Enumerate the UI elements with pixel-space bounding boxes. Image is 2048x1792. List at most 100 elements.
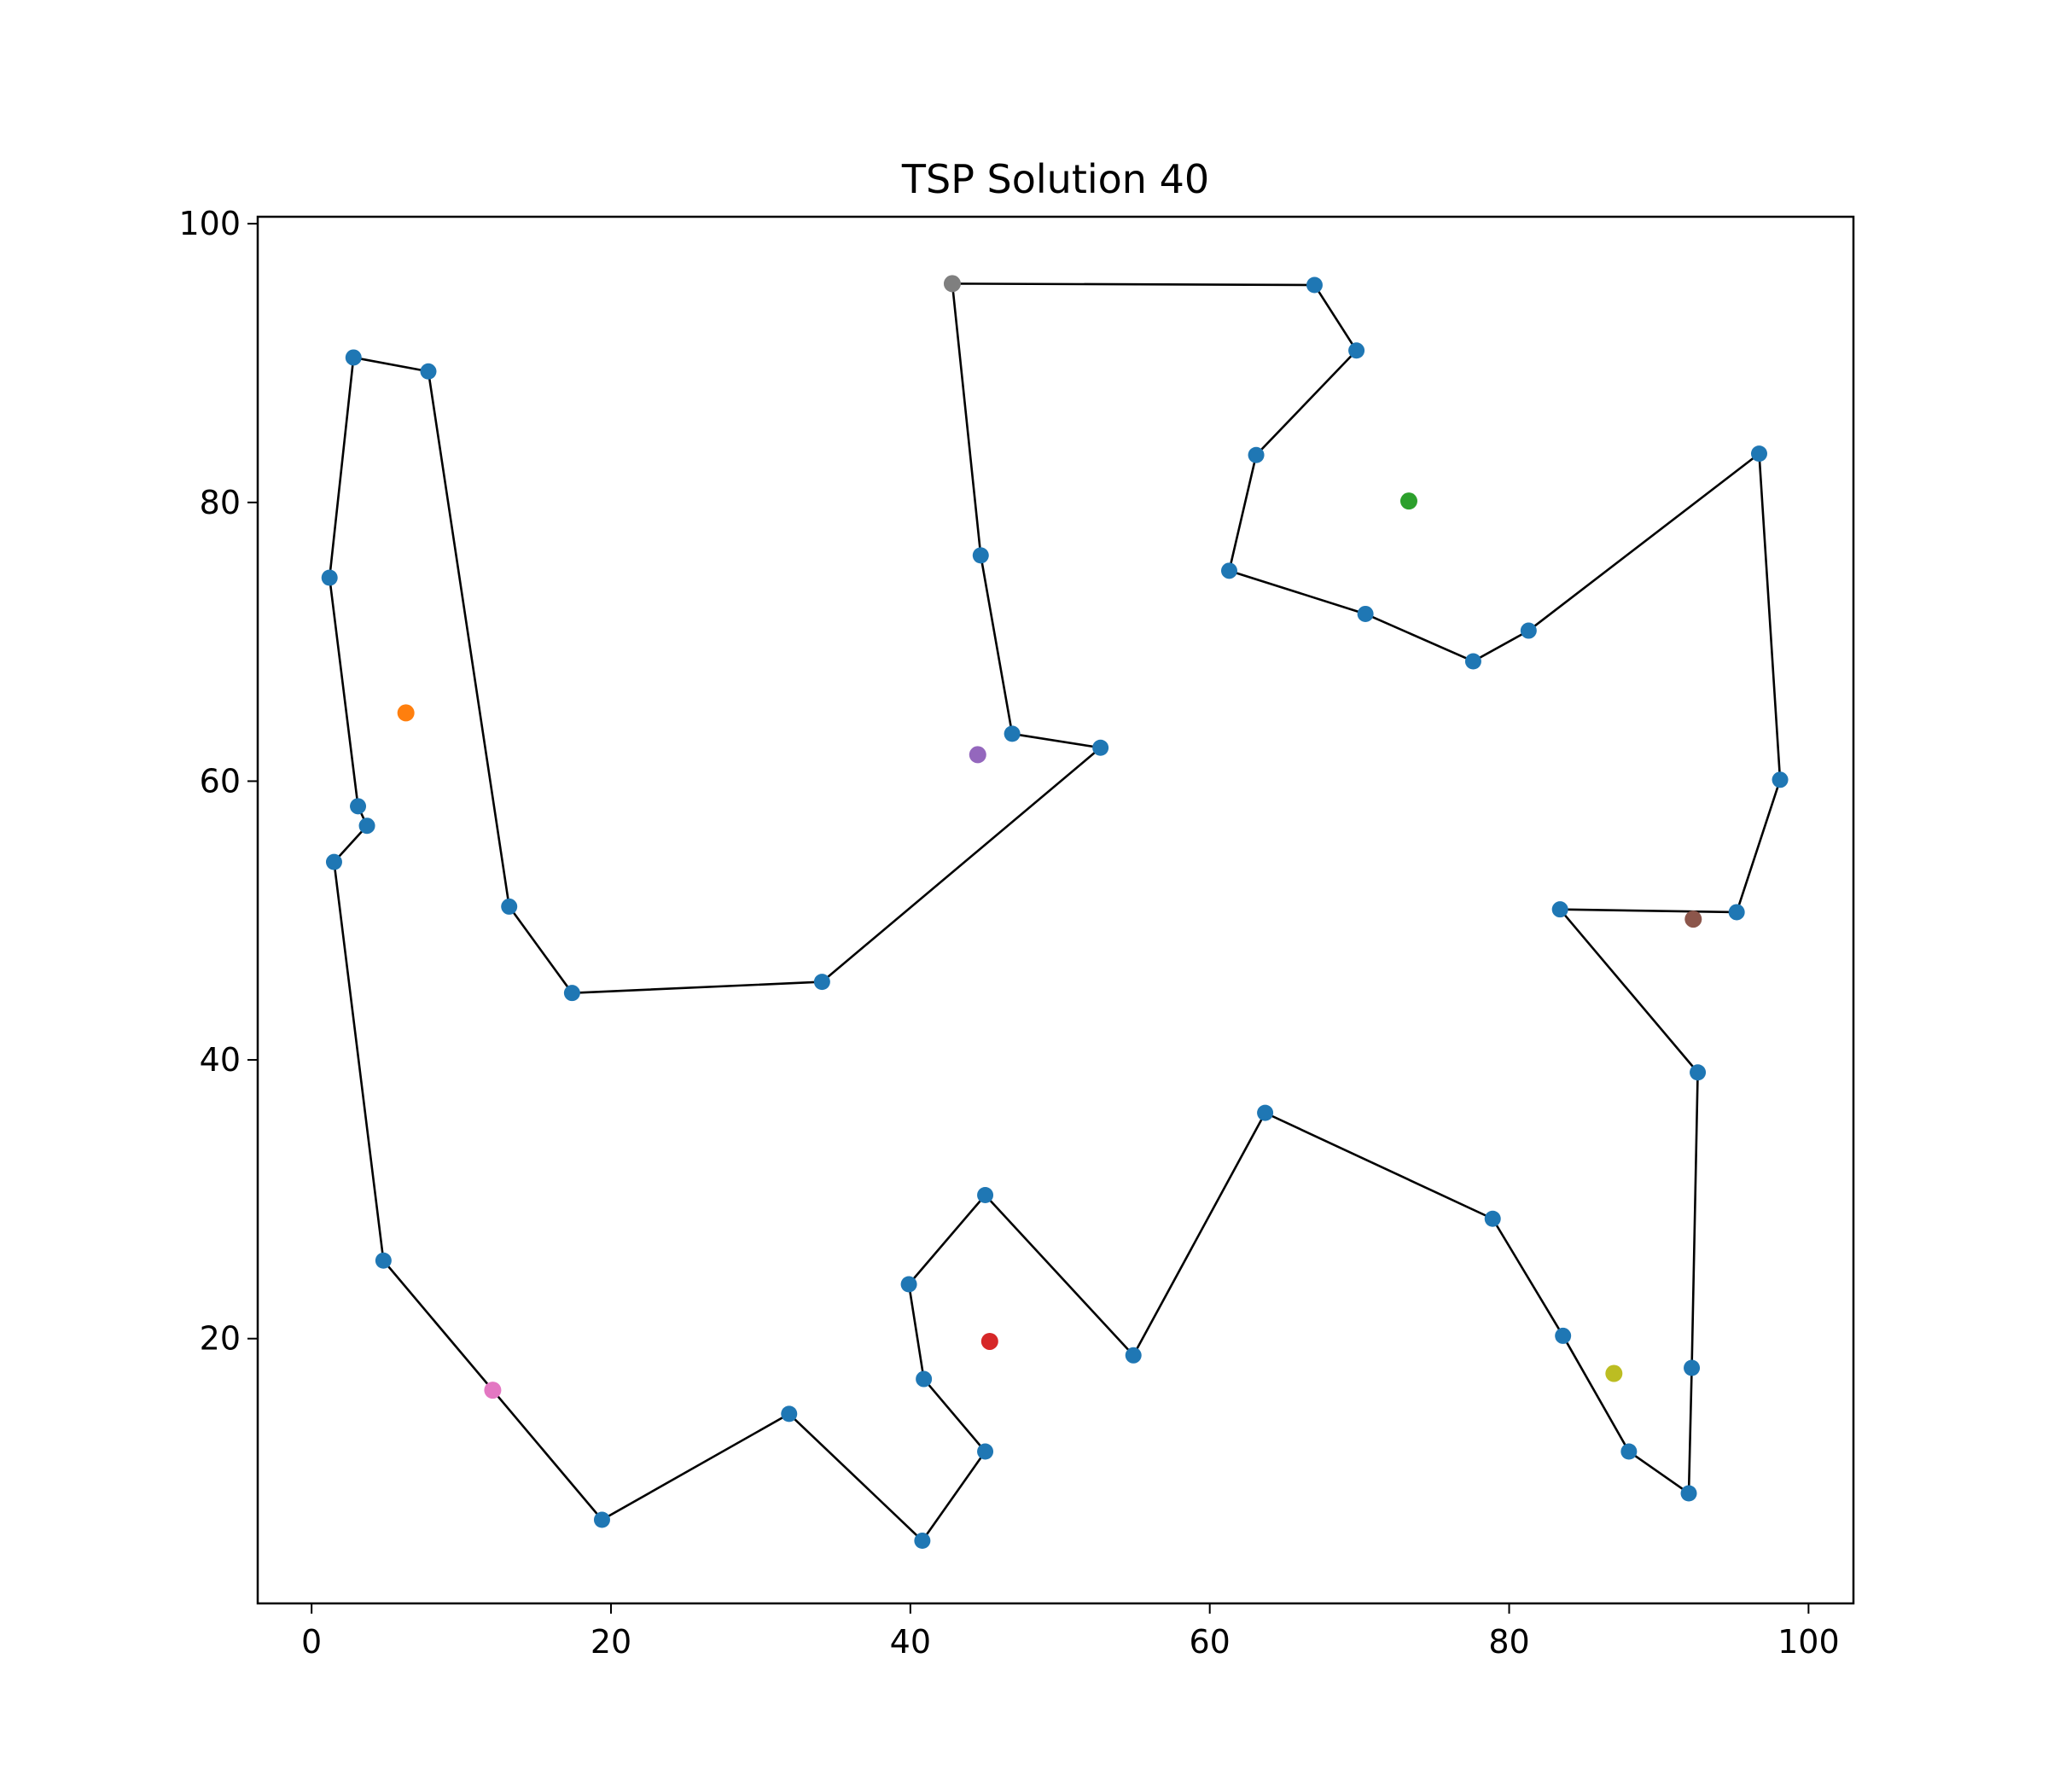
y-tick-label: 20 (200, 1320, 241, 1358)
city-point (1348, 342, 1365, 359)
special-point (1399, 492, 1417, 510)
city-point (813, 974, 830, 991)
route-segment (1313, 283, 1358, 352)
city-point (1484, 1210, 1501, 1227)
city-point (1357, 605, 1374, 622)
chart-title: TSP Solution 40 (901, 156, 1209, 202)
plot-frame (256, 215, 1855, 1605)
route-segment (907, 1194, 986, 1286)
route-segment (1687, 1366, 1693, 1495)
city-point (1551, 901, 1568, 918)
axis-ticks: 0 20 40 60 80 100 20 40 60 80 100 (178, 205, 1839, 1661)
city-point (358, 817, 375, 835)
city-point (1092, 739, 1109, 756)
special-point (1684, 911, 1702, 928)
x-tick-label: 40 (890, 1623, 931, 1661)
special-point (484, 1382, 502, 1399)
city-point (916, 1370, 933, 1388)
route-segment (1758, 452, 1782, 782)
route-segment (1627, 1450, 1690, 1495)
city-point (977, 1443, 994, 1460)
city-point (1728, 904, 1745, 921)
route-segment (427, 369, 511, 908)
route-segment (328, 356, 355, 579)
special-point (969, 746, 986, 764)
x-tick-label: 80 (1488, 1623, 1529, 1661)
city-point (345, 349, 362, 366)
city-point (972, 547, 989, 564)
city-point (1125, 1347, 1142, 1364)
city-point (900, 1276, 917, 1293)
route-segment (1364, 613, 1475, 663)
x-tick-label: 0 (301, 1623, 322, 1661)
city-point (1248, 446, 1265, 463)
route-segment (1264, 1111, 1494, 1220)
city-point (1750, 445, 1767, 463)
city-point (1772, 771, 1789, 788)
city-point (325, 853, 342, 870)
route-segment (1228, 569, 1367, 615)
city-point (350, 798, 367, 815)
y-tick-label: 60 (200, 762, 241, 800)
route-segment (1562, 1335, 1631, 1453)
route-segment (1491, 1217, 1564, 1337)
route-segment (979, 554, 1014, 736)
route-segment (1254, 349, 1358, 457)
route-lines (328, 282, 1782, 1542)
special-point (1605, 1364, 1623, 1382)
route-segment (788, 1412, 924, 1542)
city-point (563, 985, 580, 1002)
city-point (1690, 1064, 1707, 1081)
route-segment (333, 824, 369, 864)
city-point (1620, 1443, 1638, 1460)
route-segment (1690, 1071, 1699, 1370)
route-segment (821, 746, 1102, 983)
route-segment (1228, 453, 1258, 573)
city-point (1004, 725, 1021, 742)
city-point (1680, 1485, 1697, 1502)
x-tick-label: 60 (1190, 1623, 1231, 1661)
city-point (1520, 622, 1537, 639)
special-point (397, 704, 415, 722)
route-segment (1558, 908, 1738, 914)
route-segment (328, 576, 359, 808)
route-segment (1527, 452, 1760, 632)
city-point (781, 1405, 798, 1423)
route-segment (907, 1283, 925, 1381)
route-segment (922, 1377, 986, 1453)
city-point (1684, 1359, 1701, 1376)
city-point (977, 1186, 994, 1203)
route-segment (951, 282, 1316, 287)
city-point (593, 1511, 610, 1528)
route-segment (921, 1450, 986, 1542)
city-point (1555, 1327, 1572, 1344)
route-segment (1735, 778, 1782, 914)
route-segment (571, 980, 823, 994)
route-segment (1132, 1111, 1266, 1357)
route-segment (352, 356, 430, 373)
route-segment (508, 905, 573, 994)
x-tick-label: 100 (1777, 1623, 1840, 1661)
city-point (914, 1533, 931, 1550)
special-point (980, 1332, 998, 1350)
special-points (397, 275, 1702, 1399)
city-point (1257, 1104, 1274, 1121)
route-segment (1010, 732, 1102, 749)
y-tick-label: 100 (178, 205, 241, 242)
special-point (943, 275, 961, 293)
x-tick-label: 20 (591, 1623, 631, 1661)
route-segment (1472, 629, 1530, 663)
route-segment (601, 1412, 791, 1521)
route-segment (333, 860, 385, 1262)
city-point (321, 569, 338, 586)
city-point (420, 363, 437, 380)
city-point (375, 1252, 392, 1269)
y-tick-label: 40 (200, 1041, 241, 1079)
city-point (501, 898, 518, 915)
city-point (1464, 653, 1481, 670)
route-segment (951, 282, 982, 557)
y-tick-label: 80 (200, 484, 241, 521)
route-segment (984, 1194, 1135, 1357)
